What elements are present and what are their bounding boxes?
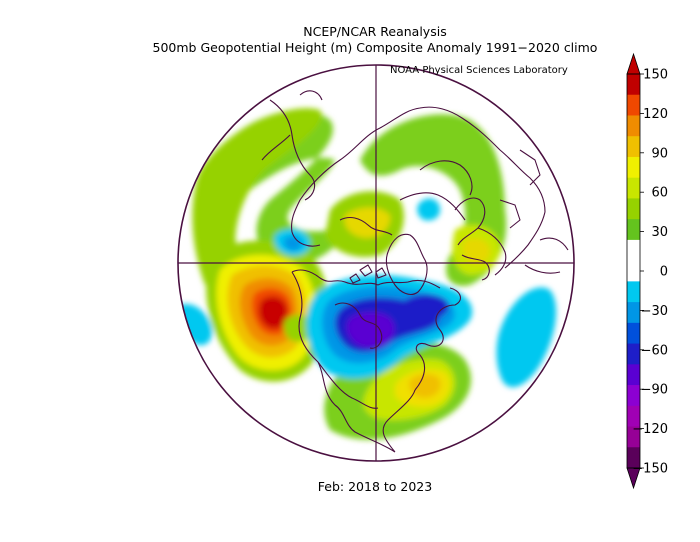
- colorbar-block: [627, 156, 640, 179]
- colorbar-block: [627, 343, 640, 365]
- colorbar-block: [627, 260, 640, 282]
- colorbar-tick-label: −120: [632, 422, 668, 437]
- anomaly-asia-blue-core: [283, 235, 302, 251]
- colorbar-block: [627, 322, 640, 345]
- coastlines: [261, 90, 569, 453]
- colorbar-block: [627, 364, 640, 386]
- colorbar-block: [627, 426, 640, 448]
- anomaly-europe-peak: [462, 238, 490, 264]
- colorbar-block: [627, 74, 640, 96]
- colorbar-block: [627, 302, 640, 324]
- anomaly-fields: [178, 108, 557, 440]
- anomaly-arctic-blue: [417, 198, 441, 221]
- colorbar-block: [627, 177, 640, 199]
- anomaly-canada-90: [346, 312, 395, 348]
- colorbar-tick-label: −60: [641, 343, 668, 358]
- anomaly-pacific-peak: [259, 296, 288, 329]
- colorbar-block: [627, 136, 640, 158]
- coastline-eurasia: [291, 106, 546, 269]
- title-line-1: NCEP/NCAR Reanalysis: [303, 24, 447, 39]
- colorbar-tick-label: 30: [651, 225, 668, 240]
- anomaly-green-west-band: [192, 108, 322, 286]
- colorbar-tick-label: 90: [651, 146, 668, 161]
- colorbar-tip-top: [626, 52, 641, 75]
- colorbar-block: [627, 239, 640, 262]
- credit-label: NOAA Physical Sciences Laboratory: [390, 65, 568, 76]
- colorbar-tick-label: 0: [660, 265, 668, 280]
- colorbar-block: [627, 405, 640, 428]
- colorbar-tick-label: 150: [643, 68, 668, 83]
- anomaly-spot-west: [283, 314, 313, 342]
- colorbar-labels: 150 120 90 60 30 0 −30 −60 −90 −120 −150: [632, 68, 668, 477]
- colorbar-block: [627, 94, 640, 116]
- colorbar-block: [627, 385, 640, 407]
- colorbar-block: [627, 115, 640, 137]
- coastline-arctic-islands: [349, 264, 387, 284]
- colorbar-tick-label: 60: [651, 186, 668, 201]
- colorbar-tick-label: −150: [632, 462, 668, 477]
- colorbar-tick-label: 120: [643, 107, 668, 122]
- colorbar-block: [627, 281, 640, 303]
- globe-border: [177, 64, 575, 462]
- coastline-east-asia: [261, 90, 323, 201]
- anomaly-atlantic-peak: [409, 374, 441, 398]
- coastline-greenland: [385, 233, 428, 295]
- title-line-2: 500mb Geopotential Height (m) Composite …: [152, 40, 598, 55]
- coastline-north-america: [291, 269, 461, 453]
- coastline-europe: [454, 149, 541, 281]
- colorbar-block: [627, 198, 640, 220]
- colorbar-block: [627, 219, 640, 241]
- footer-date-range: Feb: 2018 to 2023: [317, 479, 433, 494]
- anomaly-atlantic-east-blue: [496, 287, 557, 388]
- colorbar-tick-label: −90: [641, 383, 668, 398]
- colorbar-blocks: [627, 74, 640, 469]
- coastline-africa: [524, 237, 569, 274]
- colorbar-tick-label: −30: [641, 304, 668, 319]
- colorbar-block: [627, 447, 640, 469]
